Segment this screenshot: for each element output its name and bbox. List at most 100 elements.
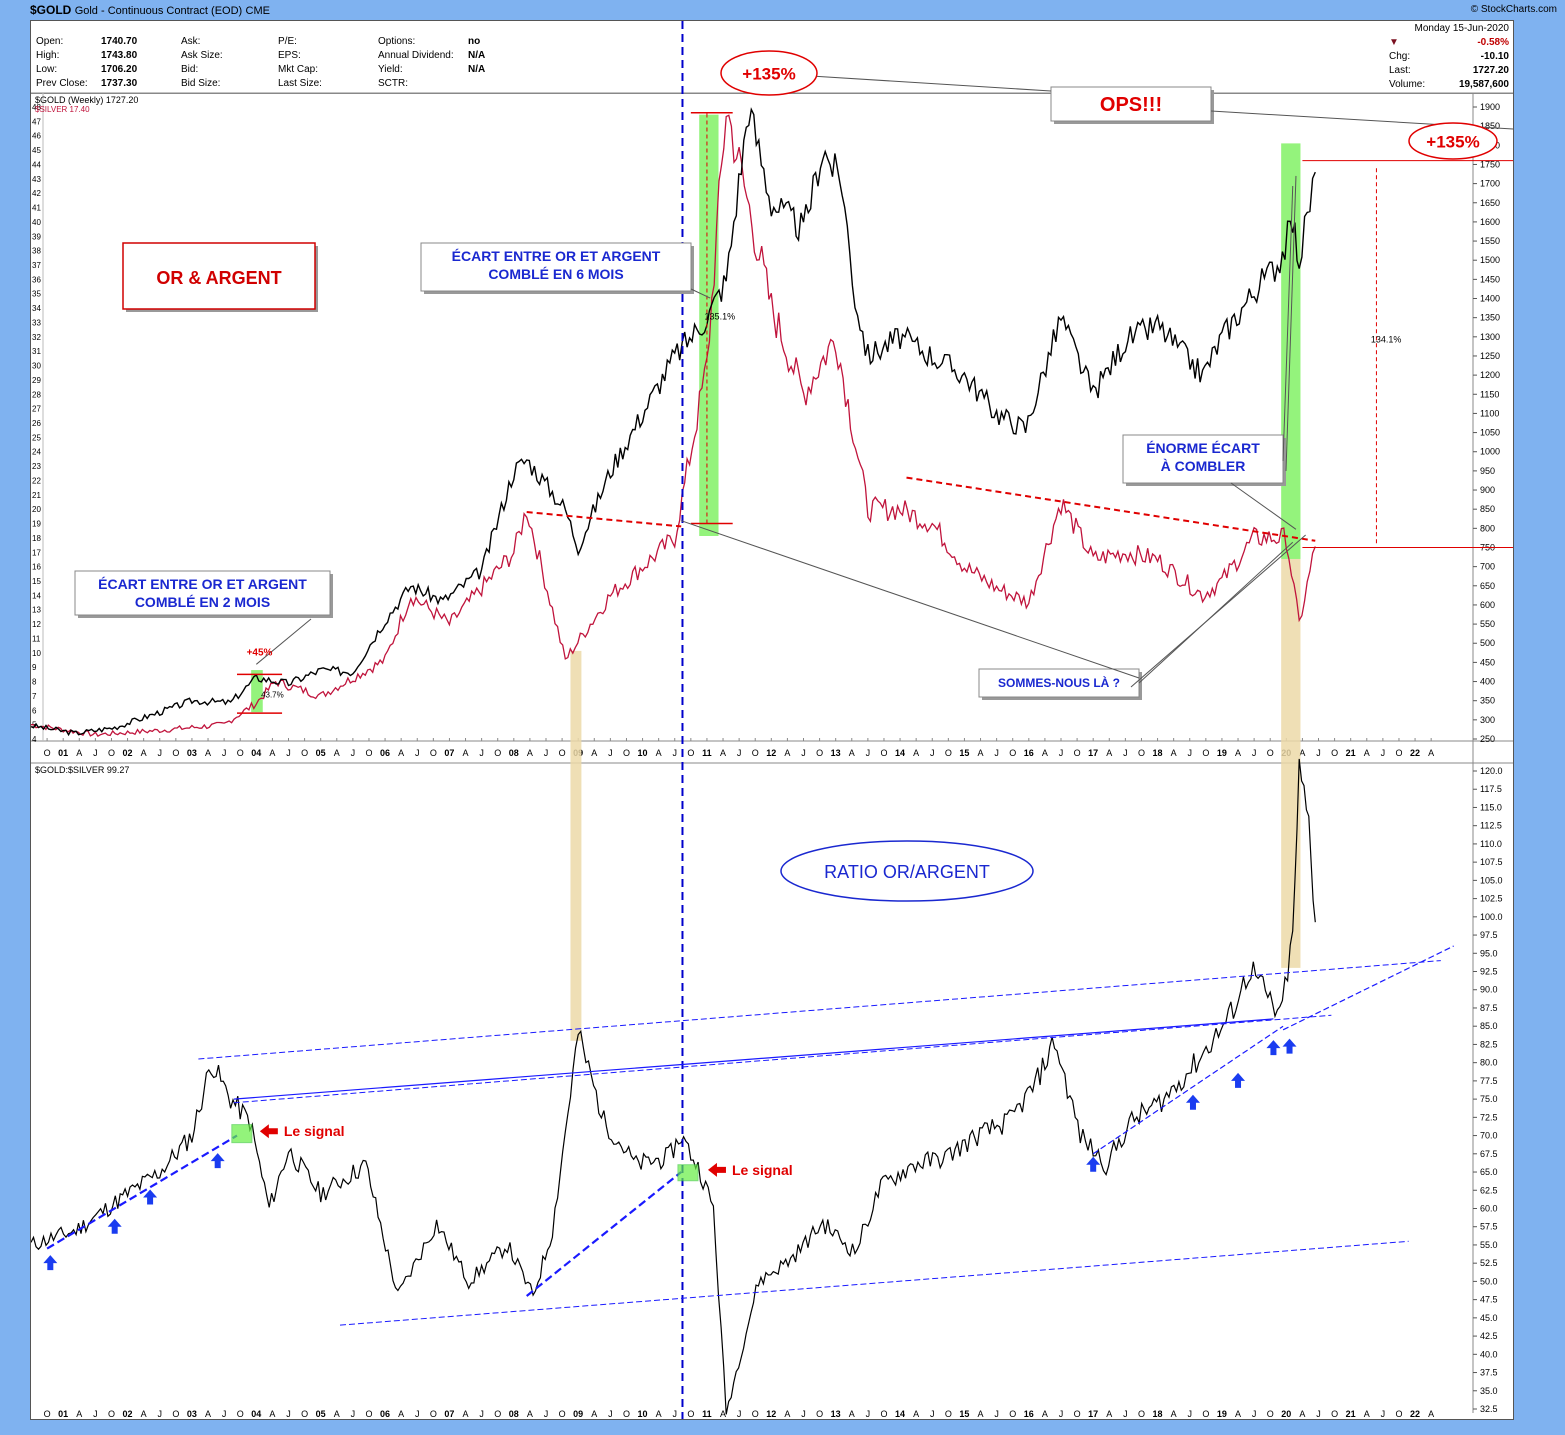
ops-box-bg [1050,86,1212,122]
x-tick-label: J [866,748,871,758]
x-tick-label: 14 [895,1409,905,1419]
x-tick-label: A [591,748,597,758]
x-tick-label: O [816,1409,823,1419]
x-tick-label: A [656,1409,662,1419]
pct-1351-label: 135.1% [705,312,736,322]
plus135-ellipse-2011-text: +135% [742,65,795,84]
quote-label: Ask Size: [181,50,223,61]
x-tick-label: 13 [831,1409,841,1419]
y-tick-label: 31 [32,347,41,356]
quote-label: EPS: [278,50,301,61]
quote-label: Yield: [378,64,403,75]
y-tick-label: 26 [32,419,41,428]
quote-row: SCTR: [378,77,488,91]
gap6-box-text: ÉCART ENTRE OR ET ARGENT [452,248,661,264]
y-tick-label: 1000 [1480,447,1500,457]
x-tick-label: A [1042,1409,1048,1419]
x-tick-label: 21 [1346,748,1356,758]
x-tick-label: O [1395,748,1402,758]
y-tick-label: 1250 [1480,351,1500,361]
title-box: OR & ARGENT [122,242,318,312]
x-tick-label: A [398,1409,404,1419]
x-tick-label: A [656,748,662,758]
y-tick-label: 45.0 [1480,1313,1498,1323]
x-tick-label: O [687,748,694,758]
y-tick-label: 15 [32,577,41,586]
quote-row: Ask Size: [181,49,271,63]
x-tick-label: A [1364,748,1370,758]
x-tick-label: 06 [380,1409,390,1419]
legend-silver: $SILVER 17.40 [35,105,90,114]
x-tick-label: O [108,1409,115,1419]
x-tick-label: 03 [187,748,197,758]
x-tick-label: J [1059,748,1064,758]
y-tick-label: 1600 [1480,217,1500,227]
quote-label: Low: [36,64,58,75]
x-tick-label: O [1009,1409,1016,1419]
y-tick-label: 400 [1480,677,1495,687]
y-tick-label: 40.0 [1480,1349,1498,1359]
y-tick-label: 112.5 [1480,821,1502,831]
x-tick-label: A [1428,748,1434,758]
chart-area: Open: 1740.70 High: 1743.80 Low: 1706.20 Prev … [30,20,1514,1420]
quote-value: 1740.70 [101,36,138,47]
up-arrow-icon [107,1218,122,1234]
are-we-there-box-bg [978,668,1140,698]
x-tick-label: 10 [638,748,648,758]
pointer-line-7 [1230,482,1297,530]
y-tick-label: 105.0 [1480,875,1503,885]
y-tick-label: 102.5 [1480,894,1503,904]
x-tick-label: 20 [1281,1409,1291,1419]
y-tick-label: 4 [32,735,37,744]
x-tick-label: A [1171,1409,1177,1419]
x-tick-label: 19 [1217,1409,1227,1419]
y-tick-label: 6 [32,706,37,715]
quote-label: Last: [1389,65,1411,76]
silver-resistance-2014 [906,476,1316,542]
pointer-line-0 [690,288,711,299]
x-tick-label: 14 [895,748,905,758]
y-tick-label: 19 [32,520,41,529]
x-tick-label: O [44,748,51,758]
x-tick-label: 12 [766,1409,776,1419]
y-tick-label: 650 [1480,581,1495,591]
y-tick-label: 48 [32,103,41,112]
ratio-title-ellipse-shape [780,840,1034,902]
plus135-ellipse-2011-shape [720,50,818,96]
x-tick-label: O [623,1409,630,1419]
quote-label: Annual Dividend: [378,50,454,61]
quote-value: 1743.80 [101,50,138,61]
tan-band-2008 [570,650,582,1041]
legend-gold: $GOLD (Weekly) 1727.20 [35,95,138,105]
y-tick-label: 18 [32,534,41,543]
y-tick-label: 1100 [1480,408,1499,418]
quote-label: Open: [36,36,64,47]
y-tick-label: 60.0 [1480,1203,1498,1213]
x-tick-label: O [1202,1409,1209,1419]
x-tick-label: O [237,748,244,758]
x-tick-label: 15 [959,1409,969,1419]
x-tick-label: O [559,748,566,758]
x-tick-label: A [913,748,919,758]
y-tick-label: 32.5 [1480,1404,1498,1414]
gap2-box: ÉCART ENTRE OR ET ARGENT COMBLÉ EN 2 MOIS [74,570,333,618]
quote-value: N/A [468,64,486,75]
right-axis-top: 2503003504004505005506006507007508008509… [1473,102,1500,744]
x-tick-label: 02 [123,748,133,758]
silver-line [31,114,1316,737]
plus45-label: +45% [247,648,273,659]
x-tick-label: J [1059,1409,1064,1419]
quote-value: 1727.20 [1472,65,1509,76]
right-axis-bottom: 32.5 35.0 37.5 40.0 42.5 45.0 47.5 50.0 52.5 55.0… [1473,766,1503,1414]
x-tick-label: A [76,748,82,758]
ratio-support-2017 [1092,1025,1284,1155]
up-arrow-icon [1185,1094,1200,1110]
x-tick-label: A [527,748,533,758]
quote-col-3: P/E: EPS: Mkt Cap: Last Size: [278,35,368,91]
quote-row: Low: 1706.20 [36,63,146,77]
quote-row: Last Size: [278,77,368,91]
x-tick-label: O [752,748,759,758]
symbol-title: $GOLD Gold - Continuous Contract (EOD) C… [30,3,270,17]
x-tick-label: J [1316,748,1321,758]
x-tick-label: 17 [1088,748,1098,758]
